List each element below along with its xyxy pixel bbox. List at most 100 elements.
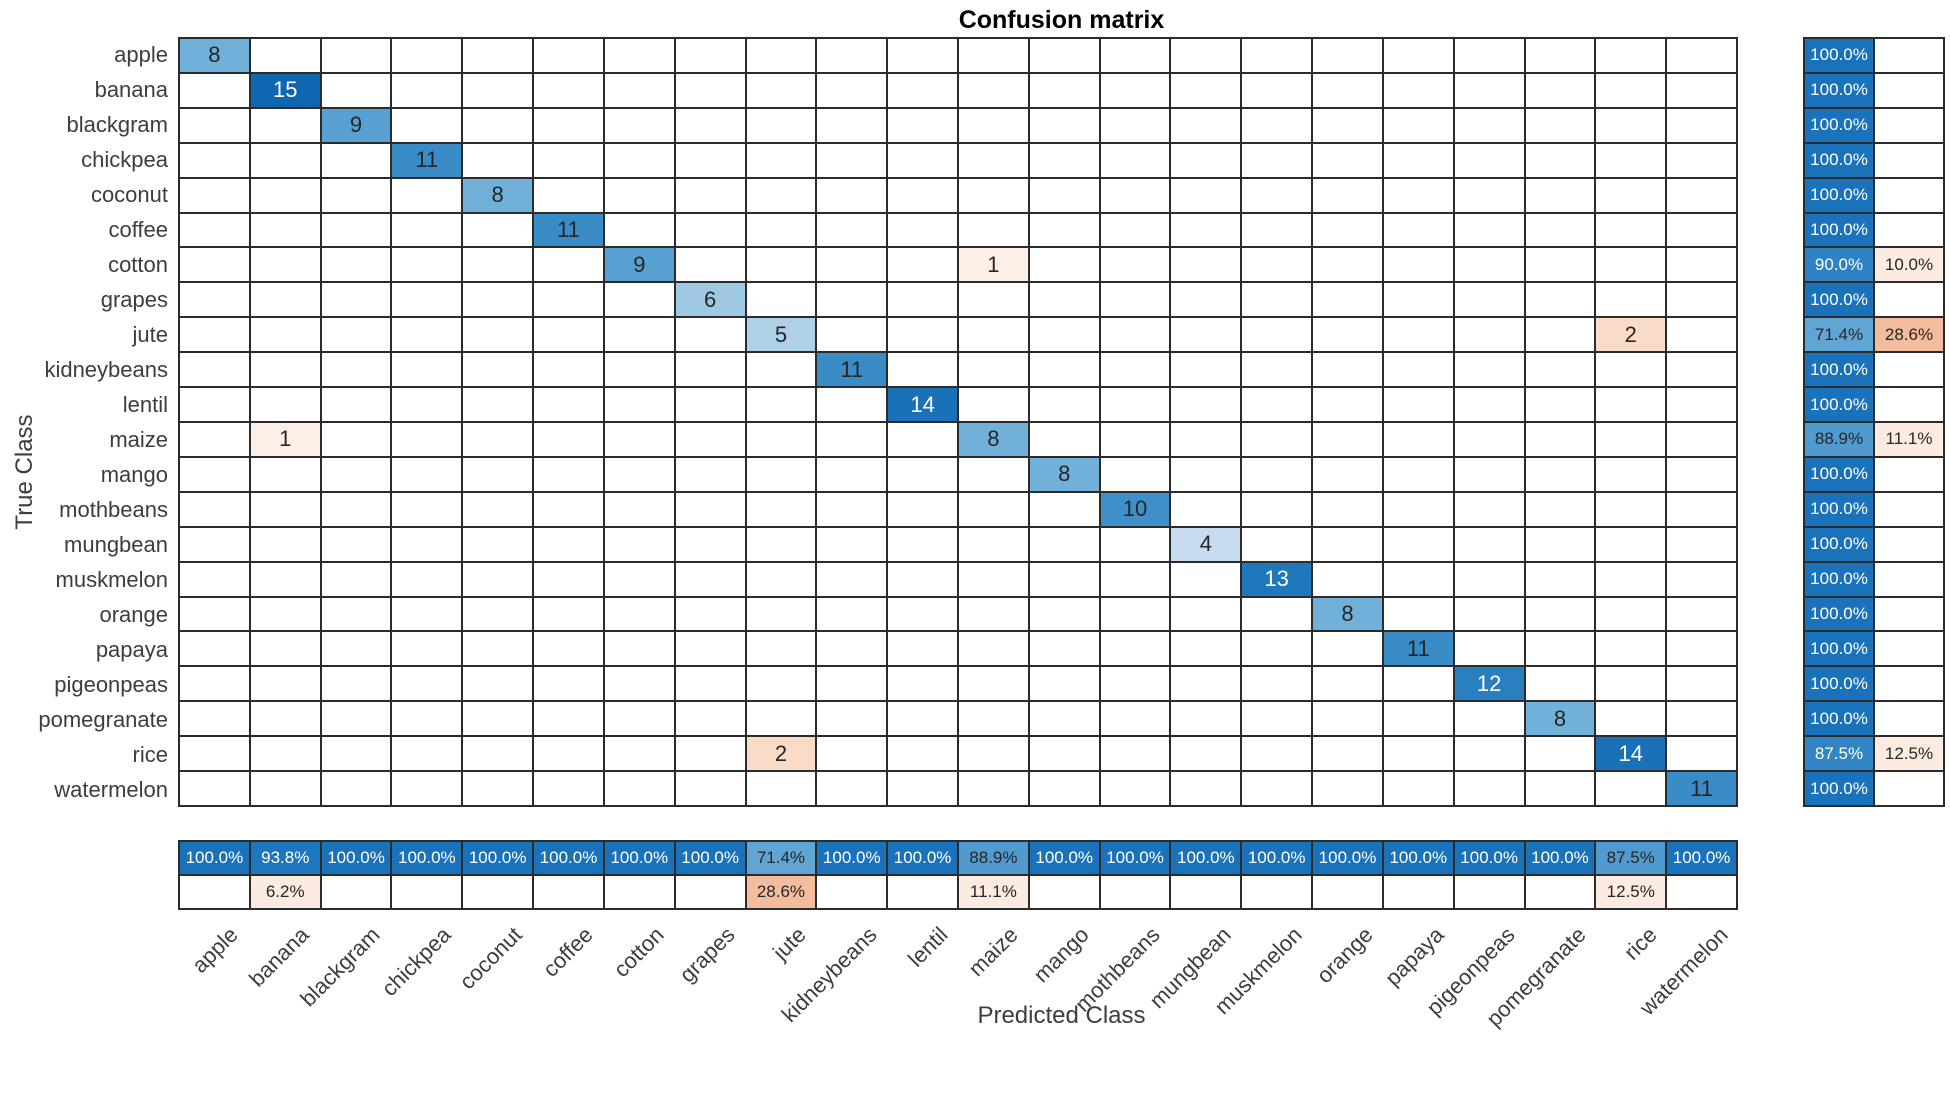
matrix-cell: [746, 283, 816, 317]
matrix-cell: [250, 143, 320, 177]
matrix-cell: [1596, 388, 1666, 421]
summary-percent-cell: 100.0%: [1667, 842, 1736, 874]
summary-percent-cell: 100.0%: [1805, 597, 1873, 631]
matrix-cell: [534, 632, 603, 666]
matrix-cell: [463, 667, 533, 701]
matrix-cell: [1383, 353, 1453, 387]
matrix-cell: [321, 388, 391, 421]
matrix-cell: [604, 353, 674, 387]
matrix-cell: [1454, 527, 1524, 561]
matrix-cell: [392, 73, 462, 107]
matrix-cell: [321, 492, 391, 526]
matrix-cell: [604, 632, 674, 666]
matrix-cell: [746, 492, 816, 526]
matrix-cell: [1454, 492, 1524, 526]
matrix-cell: [250, 492, 320, 526]
matrix-cell: [534, 73, 603, 107]
matrix-cell: [534, 353, 603, 387]
summary-empty-cell: [675, 876, 745, 908]
matrix-cell: [1242, 73, 1312, 107]
matrix-cell: [888, 108, 957, 142]
summary-percent-cell: 100.0%: [888, 842, 957, 874]
matrix-cell: [180, 318, 249, 352]
matrix-cell: [1242, 457, 1312, 491]
matrix-cell: [180, 388, 249, 421]
x-axis-label: Predicted Class: [977, 1002, 1146, 1029]
summary-empty-cell: [534, 876, 603, 908]
matrix-cell: [1383, 39, 1453, 72]
summary-empty-cell: [1875, 213, 1943, 247]
matrix-cell: [180, 73, 249, 107]
row-tick-label: lentil: [122, 391, 168, 417]
matrix-cell: [1525, 737, 1595, 771]
matrix-cell: [321, 702, 391, 736]
matrix-cell: [1454, 318, 1524, 352]
matrix-cell: [180, 527, 249, 561]
matrix-cell: [392, 562, 462, 596]
matrix-cell: 8: [1525, 702, 1595, 736]
matrix-cell: [1029, 737, 1099, 771]
matrix-cell: [321, 527, 391, 561]
matrix-cell: [1029, 73, 1099, 107]
matrix-cell: [321, 632, 391, 666]
matrix-cell: [321, 667, 391, 701]
matrix-cell: [1242, 318, 1312, 352]
matrix-cell: [959, 667, 1028, 701]
matrix-cell: [1667, 423, 1736, 456]
matrix-cell: [250, 283, 320, 317]
matrix-cell: [321, 423, 391, 456]
matrix-cell: [888, 772, 957, 805]
matrix-cell: [675, 388, 745, 421]
matrix-cell: [1313, 492, 1382, 526]
matrix-cell: [1596, 702, 1666, 736]
matrix-cell: [250, 562, 320, 596]
summary-empty-cell: [1875, 527, 1943, 561]
matrix-cell: [959, 597, 1028, 631]
matrix-cell: [1313, 248, 1382, 282]
matrix-cell: [1454, 143, 1524, 177]
summary-empty-cell: [1454, 876, 1524, 908]
matrix-cell: [534, 667, 603, 701]
matrix-cell: [817, 143, 887, 177]
matrix-cell: [180, 737, 249, 771]
matrix-cell: [604, 178, 674, 212]
matrix-cell: [180, 562, 249, 596]
matrix-cell: [888, 457, 957, 491]
row-tick-label: coconut: [90, 181, 168, 207]
summary-empty-cell: [1029, 876, 1099, 908]
matrix-cell: [250, 388, 320, 421]
matrix-cell: [534, 492, 603, 526]
matrix-cell: [675, 108, 745, 142]
matrix-cell: [1454, 353, 1524, 387]
matrix-cell: [817, 772, 887, 805]
matrix-cell: [463, 283, 533, 317]
matrix-cell: [1596, 178, 1666, 212]
matrix-cell: [1100, 702, 1170, 736]
summary-percent-cell: 100.0%: [1805, 562, 1873, 596]
matrix-cell: [1525, 388, 1595, 421]
summary-percent-cell: 100.0%: [1805, 492, 1873, 526]
summary-percent-cell: 100.0%: [1805, 178, 1873, 212]
matrix-cell: 2: [1596, 318, 1666, 352]
matrix-cell: [1383, 318, 1453, 352]
matrix-cell: [1454, 108, 1524, 142]
matrix-cell: 11: [534, 213, 603, 247]
matrix-cell: [392, 388, 462, 421]
matrix-cell: [888, 423, 957, 456]
matrix-cell: [604, 597, 674, 631]
matrix-cell: [392, 213, 462, 247]
confusion-matrix-grid: 8 15 9 11 8 11 9 1 6 5 2 11 14 1 8 8 10 4 13 8 11 12 8 2 14 11: [178, 37, 1738, 807]
matrix-cell: [1100, 632, 1170, 666]
matrix-cell: [1313, 423, 1382, 456]
matrix-cell: [1667, 39, 1736, 72]
matrix-cell: [1242, 423, 1312, 456]
summary-empty-cell: [1242, 876, 1312, 908]
matrix-cell: [392, 702, 462, 736]
matrix-cell: [463, 632, 533, 666]
matrix-cell: [1100, 248, 1170, 282]
matrix-cell: [463, 353, 533, 387]
matrix-cell: [321, 73, 391, 107]
summary-percent-cell: 100.0%: [1100, 842, 1170, 874]
matrix-cell: [1383, 492, 1453, 526]
row-tick-label: cotton: [108, 251, 168, 277]
